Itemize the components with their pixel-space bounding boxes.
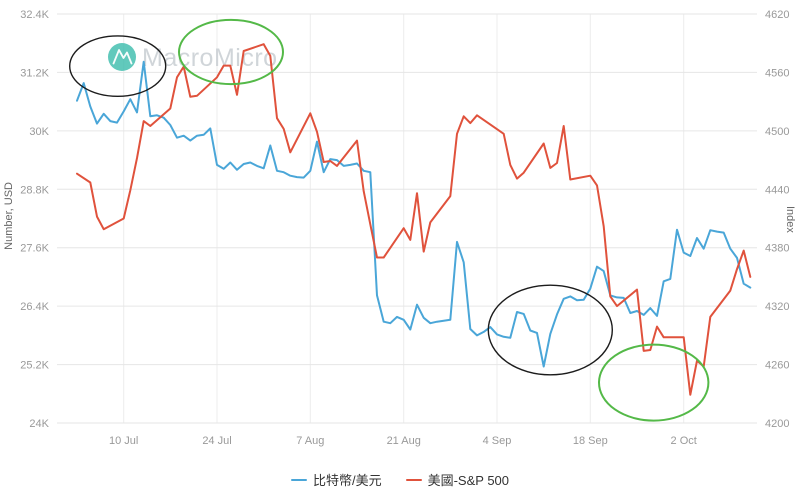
left-axis-tick-label: 31.2K bbox=[20, 67, 49, 79]
right-axis-title: Index bbox=[784, 206, 796, 233]
chart-legend: 比特幣/美元 美國-S&P 500 bbox=[0, 470, 800, 489]
bitcoin-legend-marker-icon bbox=[290, 478, 307, 481]
x-axis-tick-label: 10 Jul bbox=[109, 435, 138, 447]
left-axis-tick-label: 30K bbox=[29, 126, 49, 138]
right-axis-tick-label: 4320 bbox=[765, 301, 789, 313]
right-axis-tick-label: 4200 bbox=[765, 418, 789, 430]
x-axis-tick-label: 18 Sep bbox=[573, 435, 608, 447]
annotation-ellipse-4 bbox=[598, 343, 710, 422]
right-axis-tick-label: 4560 bbox=[765, 67, 789, 79]
x-axis-tick-label: 24 Jul bbox=[202, 435, 231, 447]
annotation-ellipse-3 bbox=[487, 284, 613, 376]
left-axis-tick-label: 26.4K bbox=[20, 301, 49, 313]
right-axis-tick-label: 4500 bbox=[765, 126, 789, 138]
right-axis-tick-label: 4260 bbox=[765, 360, 789, 372]
left-axis-tick-label: 32.4K bbox=[20, 9, 49, 21]
right-axis-tick-label: 4620 bbox=[765, 9, 789, 21]
macromicro-logo-mountains-icon bbox=[112, 49, 133, 65]
left-axis-title: Number, USD bbox=[3, 182, 15, 250]
annotation-ellipse-2 bbox=[178, 18, 284, 86]
left-axis-tick-label: 25.2K bbox=[20, 360, 49, 372]
left-axis-tick-label: 28.8K bbox=[20, 184, 49, 196]
legend-item-label: 比特幣/美元 bbox=[312, 473, 382, 488]
right-axis-tick-label: 4440 bbox=[765, 184, 789, 196]
right-axis-tick-label: 4380 bbox=[765, 243, 789, 255]
us-sp500-line[interactable] bbox=[76, 43, 752, 396]
left-axis-tick-label: 27.6K bbox=[20, 243, 49, 255]
sp500-legend-marker-icon bbox=[405, 478, 422, 481]
bitcoin-usd-line[interactable] bbox=[76, 60, 752, 368]
legend-item-bitcoin[interactable]: 比特幣/美元 bbox=[290, 470, 382, 489]
legend-item-label: 美國-S&P 500 bbox=[427, 473, 510, 488]
price-chart-svg[interactable]: 10 Jul 24 Jul 7 Aug 21 Aug 4 Sep 18 Sep 2 Oct 3… bbox=[0, 0, 800, 455]
watermark-text: MacroMicro bbox=[142, 44, 278, 72]
legend-item-sp500[interactable]: 美國-S&P 500 bbox=[405, 470, 510, 489]
x-axis-tick-label: 2 Oct bbox=[671, 435, 697, 447]
x-axis-tick-label: 7 Aug bbox=[296, 435, 324, 447]
annotation-ellipse-1 bbox=[68, 35, 167, 97]
x-axis-tick-label: 21 Aug bbox=[387, 435, 421, 447]
x-axis-tick-label: 4 Sep bbox=[483, 435, 512, 447]
left-axis-tick-label: 24K bbox=[29, 418, 49, 430]
